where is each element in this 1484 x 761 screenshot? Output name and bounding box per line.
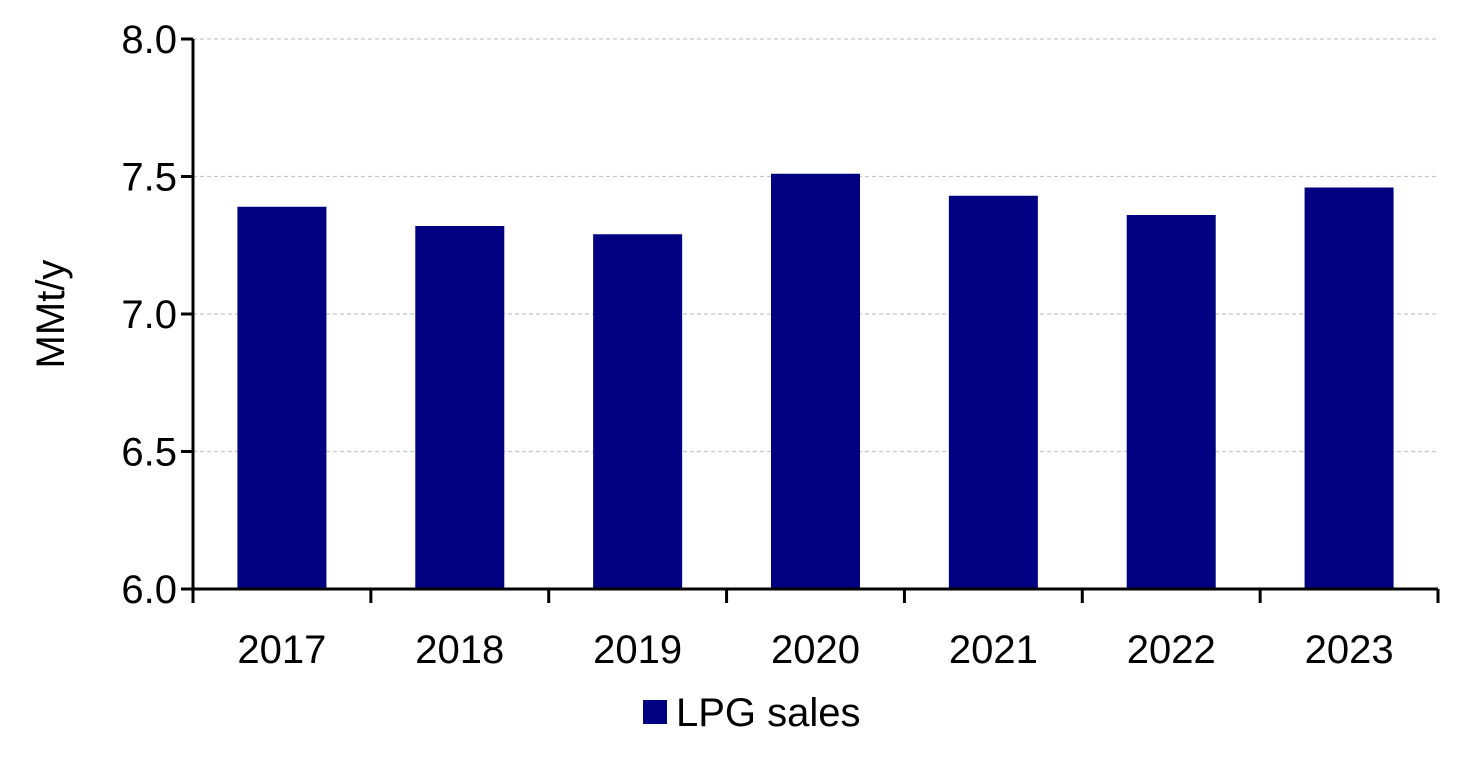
bar — [771, 173, 860, 589]
y-axis-ticks: 6.0 6.5 7.0 7.5 8.0 — [121, 18, 193, 612]
bar — [1126, 215, 1216, 589]
legend-label: LPG sales — [676, 691, 861, 735]
bar — [1304, 187, 1394, 589]
x-tick-label: 2018 — [415, 628, 504, 672]
x-tick-label: 2021 — [949, 628, 1038, 672]
x-axis-ticks: 2017 2018 2019 2020 2021 2022 2023 — [191, 589, 1440, 672]
bar — [415, 226, 505, 589]
bar — [237, 206, 327, 589]
x-tick-label: 2023 — [1305, 628, 1394, 672]
y-tick-label: 7.0 — [121, 293, 177, 337]
bars — [237, 173, 1394, 589]
y-tick-label: 6.5 — [121, 431, 177, 475]
x-tick-label: 2019 — [593, 628, 682, 672]
gridlines — [193, 38, 1438, 453]
x-tick-label: 2017 — [237, 628, 326, 672]
x-tick-label: 2022 — [1127, 628, 1216, 672]
y-tick-label: 6.0 — [121, 568, 177, 612]
y-axis-title: MMt/y — [29, 260, 73, 369]
bar — [948, 195, 1038, 589]
legend: LPG sales — [643, 691, 861, 735]
bar — [593, 234, 683, 589]
x-tick-label: 2020 — [771, 628, 860, 672]
y-tick-label: 7.5 — [121, 156, 177, 200]
y-tick-label: 8.0 — [121, 18, 177, 62]
legend-swatch — [643, 700, 667, 724]
